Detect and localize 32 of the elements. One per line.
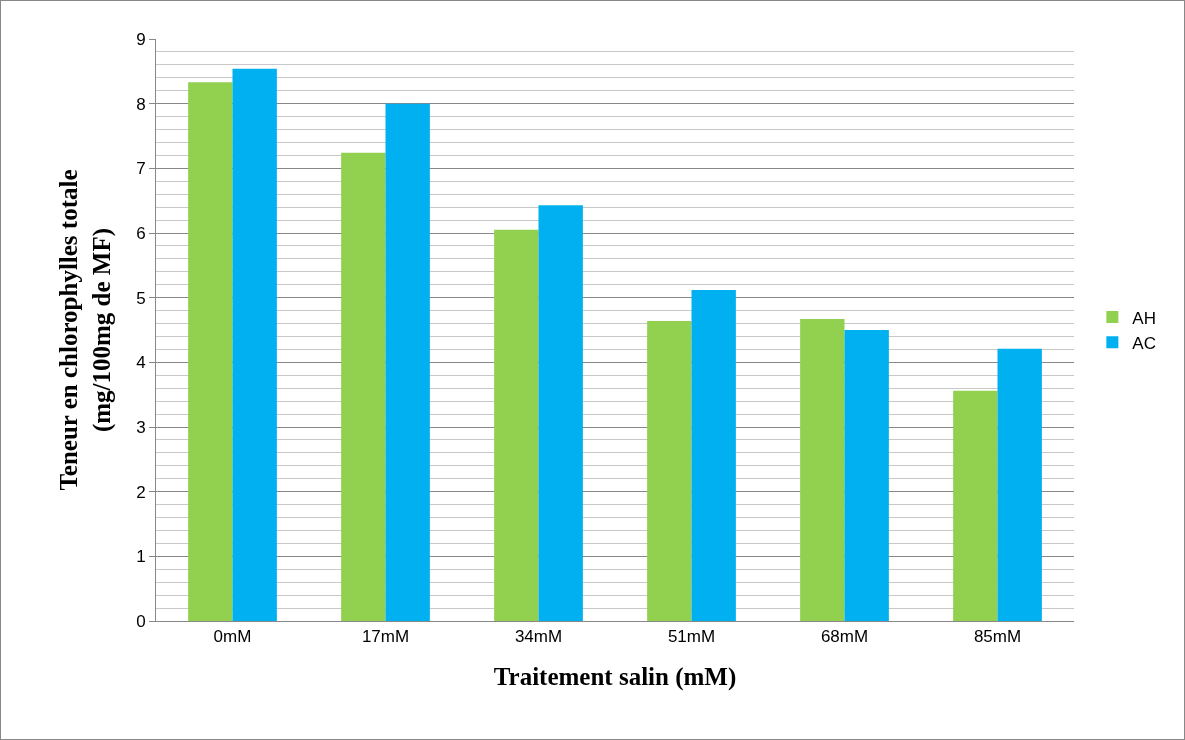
bar [538, 205, 583, 621]
bar [844, 330, 889, 621]
y-axis-title: Teneur en chlorophylles totale (mg/100mg de MF) [55, 169, 116, 491]
x-tick-label: 17mM [361, 627, 410, 647]
x-tick-label: 85mM [973, 627, 1022, 647]
x-tick-label: 0mM [213, 627, 252, 647]
bar [691, 289, 736, 621]
y-tick-label: 1 [136, 547, 146, 567]
x-tick-label: 34mM [514, 627, 563, 647]
y-tick-label: 9 [136, 29, 146, 49]
bar [647, 320, 692, 621]
legend-label: AH [1132, 308, 1156, 328]
bar [188, 82, 233, 621]
bar [341, 152, 386, 621]
y-tick-label: 2 [136, 482, 146, 502]
x-tick-label: 68mM [820, 627, 869, 647]
legend-label: AC [1132, 333, 1156, 353]
bar [800, 319, 845, 621]
x-tick-label: 51mM [667, 627, 716, 647]
y-tick-label: 5 [136, 288, 146, 308]
y-tick-label: 0 [136, 611, 146, 631]
bar [494, 229, 539, 621]
bar [232, 68, 277, 621]
y-tick-label: 4 [136, 353, 146, 373]
bar [385, 103, 430, 621]
y-tick-label: 8 [136, 94, 146, 114]
bar [997, 348, 1042, 621]
y-tick-label: 6 [136, 223, 146, 243]
bar [953, 390, 998, 621]
x-axis-title: Traitement salin (mM) [493, 663, 737, 692]
y-tick-label: 7 [136, 159, 146, 179]
y-tick-label: 3 [136, 417, 146, 437]
